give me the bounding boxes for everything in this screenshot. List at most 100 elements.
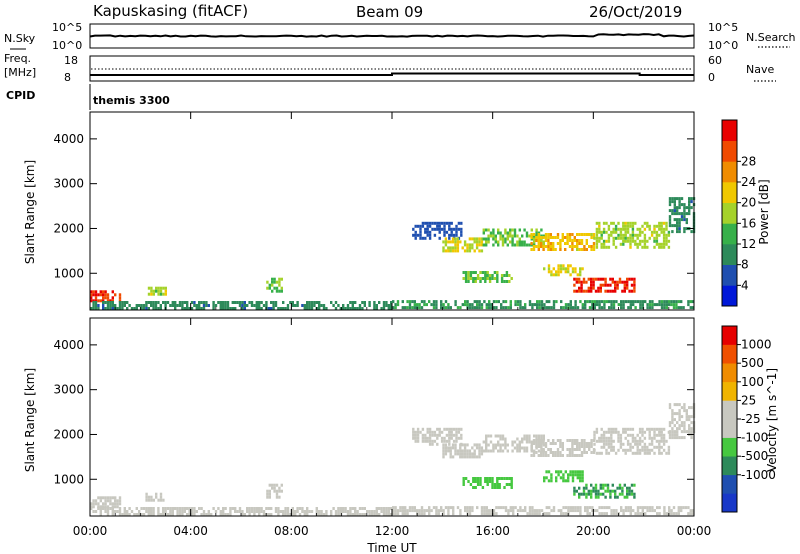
- heatmap-cell: [506, 231, 509, 235]
- heatmap-cell: [690, 200, 693, 204]
- heatmap-cell: [291, 513, 294, 516]
- heatmap-cell: [411, 506, 414, 510]
- heatmap-cell: [222, 510, 225, 513]
- heatmap-cell: [406, 512, 409, 516]
- heatmap-cell: [660, 245, 663, 249]
- heatmap-cell: [90, 299, 93, 303]
- heatmap-cell: [567, 476, 570, 480]
- heatmap-cell: [253, 513, 256, 516]
- heatmap-cell: [481, 271, 485, 274]
- heatmap-cell: [549, 245, 552, 248]
- heatmap-cell: [576, 233, 579, 236]
- heatmap-cell: [306, 304, 309, 307]
- heatmap-cell: [600, 439, 603, 443]
- heatmap-cell: [448, 430, 451, 434]
- heatmap-cell: [564, 267, 567, 271]
- heatmap-cell: [575, 289, 578, 293]
- heatmap-cell: [665, 451, 668, 455]
- heatmap-cell: [380, 510, 383, 513]
- heatmap-cell: [468, 512, 472, 516]
- heatmap-cell: [641, 230, 644, 234]
- heatmap-cell: [164, 286, 167, 290]
- heatmap-cell: [454, 243, 457, 247]
- heatmap-cell: [270, 507, 273, 510]
- heatmap-cell: [550, 476, 553, 480]
- heatmap-cell: [499, 434, 502, 438]
- heatmap-cell: [556, 448, 560, 451]
- heatmap-cell: [680, 430, 684, 434]
- heatmap-cell: [598, 306, 601, 310]
- heatmap-cell: [205, 513, 208, 516]
- heatmap-cell: [626, 230, 630, 234]
- heatmap-cell: [484, 271, 487, 274]
- heatmap-cell: [575, 277, 578, 281]
- heatmap-cell: [616, 286, 619, 290]
- heatmap-cell: [444, 243, 448, 247]
- heatmap-cell: [460, 227, 463, 231]
- heatmap-cell: [214, 304, 218, 307]
- heatmap-cell: [634, 512, 637, 516]
- heatmap-cell: [595, 230, 599, 234]
- heatmap-cell: [665, 512, 668, 516]
- heatmap-cell: [392, 506, 395, 510]
- heatmap-cell: [501, 234, 505, 238]
- heatmap-cell: [629, 233, 632, 237]
- heatmap-cell: [495, 306, 498, 310]
- heatmap-cell: [475, 246, 479, 250]
- heatmap-cell: [564, 479, 567, 483]
- heatmap-cell: [598, 436, 601, 440]
- heatmap-cell: [464, 274, 468, 277]
- heatmap-cell: [663, 303, 666, 307]
- noise-sky-series: [89, 33, 695, 38]
- heatmap-cell: [648, 430, 651, 434]
- heatmap-cell: [450, 433, 453, 437]
- heatmap-cell: [382, 510, 386, 513]
- heatmap-cell: [564, 512, 568, 516]
- heatmap-cell: [633, 286, 636, 290]
- heatmap-cell: [475, 237, 479, 241]
- heatmap-cell: [490, 303, 493, 307]
- heatmap-cell: [445, 439, 449, 443]
- heatmap-cell: [624, 427, 627, 431]
- heatmap-cell: [373, 513, 376, 516]
- heatmap-cell: [273, 286, 276, 290]
- heatmap-cell: [673, 433, 676, 437]
- heatmap-cell: [104, 296, 107, 300]
- heatmap-cell: [566, 239, 569, 242]
- heatmap-cell: [671, 412, 674, 416]
- heatmap-cell: [540, 306, 544, 310]
- heatmap-cell: [325, 513, 328, 516]
- heatmap-cell: [200, 307, 203, 310]
- heatmap-cell: [157, 289, 160, 293]
- heatmap-cell: [690, 197, 693, 201]
- heatmap-cell: [234, 507, 237, 510]
- heatmap-cell: [549, 242, 552, 245]
- heatmap-cell: [489, 440, 493, 444]
- heatmap-cell: [584, 306, 587, 310]
- heatmap-cell: [592, 245, 596, 248]
- heatmap-cell: [646, 245, 649, 249]
- heatmap-cell: [588, 245, 591, 248]
- noise-search-label: N.Search: [746, 31, 796, 44]
- heatmap-cell: [668, 218, 672, 222]
- heatmap-cell: [489, 449, 493, 453]
- heatmap-cell: [560, 306, 563, 310]
- heatmap-cell: [564, 306, 568, 310]
- heatmap-cell: [478, 300, 481, 304]
- heatmap-cell: [585, 233, 588, 236]
- heatmap-cell: [447, 449, 450, 453]
- heatmap-cell: [680, 306, 683, 310]
- heatmap-cell: [678, 424, 681, 428]
- heatmap-cell: [454, 240, 457, 244]
- heatmap-cell: [315, 507, 318, 510]
- heatmap-cell: [579, 473, 582, 477]
- heatmap-cell: [673, 206, 676, 210]
- heatmap-cell: [178, 304, 182, 307]
- heatmap-cell: [559, 451, 562, 454]
- heatmap-cell: [543, 479, 546, 483]
- heatmap-cell: [510, 486, 513, 489]
- heatmap-cell: [612, 430, 615, 434]
- heatmap-cell: [356, 510, 359, 513]
- heatmap-cell: [487, 240, 490, 244]
- heatmap-cell: [593, 236, 596, 240]
